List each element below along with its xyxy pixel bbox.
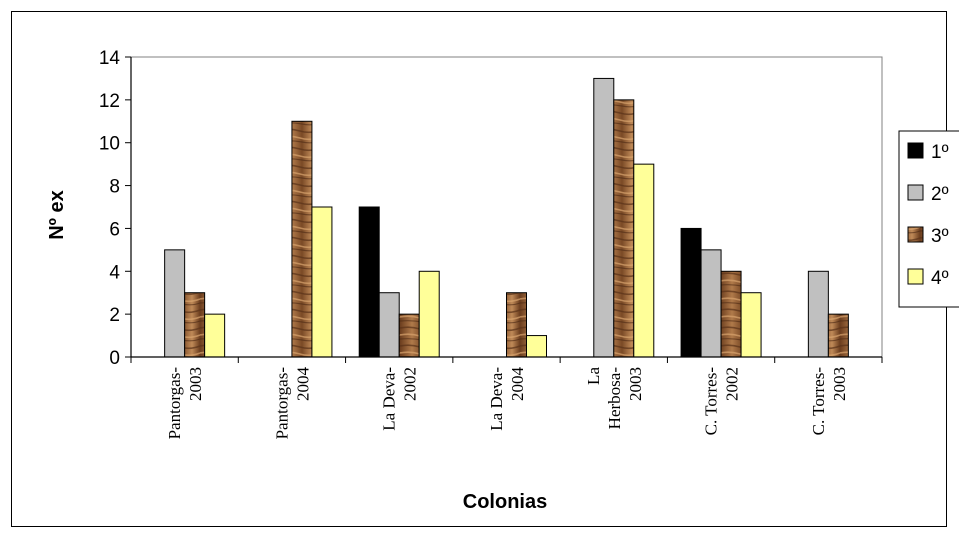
legend-swatch xyxy=(907,184,924,201)
x-category-label: 2004 xyxy=(508,367,527,402)
x-category-label: La Deva- xyxy=(380,367,399,431)
y-tick-label: 12 xyxy=(99,91,120,112)
bar-series-1-cat-3 xyxy=(358,206,380,358)
x-category-label: 2004 xyxy=(293,367,312,402)
legend-label: 2º xyxy=(931,184,949,205)
x-category-label: Pantorgas- xyxy=(165,367,184,440)
x-axis-title: Colonias xyxy=(463,491,547,513)
bar-series-3-cat-4 xyxy=(506,292,527,358)
y-tick-label: 6 xyxy=(109,219,120,240)
bar-series-3-cat-2 xyxy=(291,120,313,358)
x-category-label: La Deva- xyxy=(487,367,506,431)
bar-series-1-cat-6 xyxy=(680,227,702,358)
bar-series-4-cat-2 xyxy=(311,206,333,358)
bar-series-2-cat-3 xyxy=(378,292,400,358)
bar-series-3-cat-7 xyxy=(827,313,849,358)
y-tick-label: 8 xyxy=(109,177,120,198)
legend-swatch xyxy=(907,268,924,285)
bar-series-2-cat-6 xyxy=(700,249,722,358)
x-category-label: La xyxy=(584,367,603,385)
x-category-label: 2002 xyxy=(723,367,742,401)
bar-series-4-cat-3 xyxy=(418,270,440,358)
y-tick-label: 10 xyxy=(99,134,120,155)
bar-series-2-cat-7 xyxy=(807,270,829,358)
x-category-label: Herbosa- xyxy=(605,367,624,430)
legend-swatch xyxy=(907,226,924,243)
y-tick-label: 0 xyxy=(109,348,120,369)
bar-series-2-cat-1 xyxy=(164,249,186,358)
bar-series-4-cat-6 xyxy=(740,292,762,358)
y-axis-title: Nº ex xyxy=(46,190,68,240)
bar-series-4-cat-1 xyxy=(204,313,226,358)
x-category-label: C. Torres- xyxy=(702,367,721,436)
x-category-label: 2003 xyxy=(186,367,205,401)
y-tick-label: 2 xyxy=(109,305,120,326)
legend-label: 4º xyxy=(931,268,949,289)
y-tick-label: 14 xyxy=(99,48,121,69)
bar-series-2-cat-5 xyxy=(593,77,615,358)
bar-series-4-cat-5 xyxy=(633,163,655,358)
bar-series-3-cat-1 xyxy=(184,292,206,358)
x-category-label: 2003 xyxy=(830,367,849,401)
x-category-label: 2002 xyxy=(401,367,420,401)
bar-series-3-cat-5 xyxy=(613,99,635,358)
x-category-label: C. Torres- xyxy=(809,367,828,436)
bar-series-3-cat-6 xyxy=(720,270,742,358)
x-category-label: Pantorgas- xyxy=(272,367,291,440)
bar-series-3-cat-3 xyxy=(398,313,420,358)
legend-label: 1º xyxy=(931,142,949,163)
x-category-label: 2003 xyxy=(626,367,645,401)
y-tick-label: 4 xyxy=(109,262,120,283)
legend-label: 3º xyxy=(931,226,949,247)
legend: 1º 2º 3º 4º xyxy=(898,130,959,308)
legend-swatch xyxy=(907,142,924,159)
bar-series-4-cat-4 xyxy=(526,335,547,358)
